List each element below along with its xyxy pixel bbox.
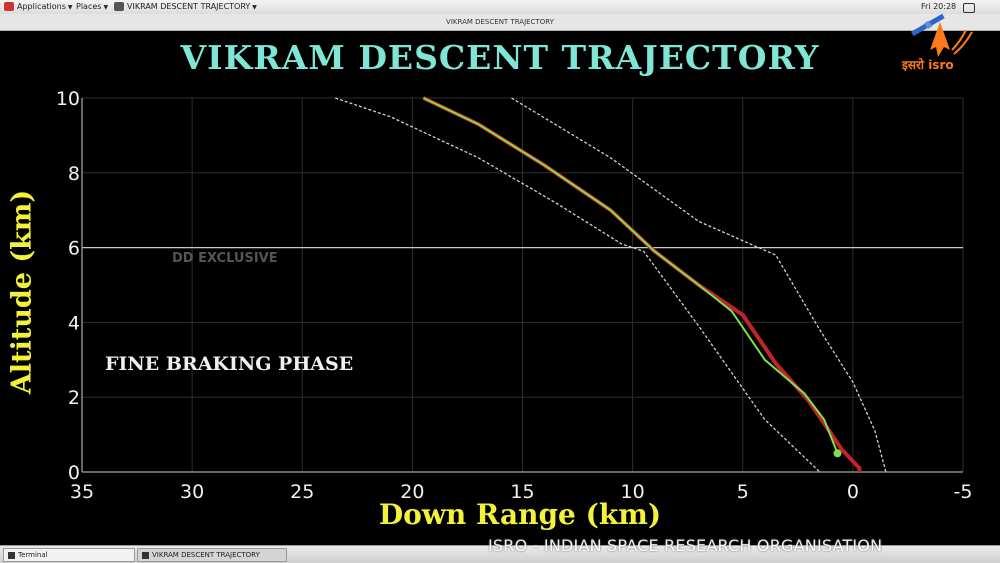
taskbar-item-trajectory[interactable]: VIKRAM DESCENT TRAJECTORY — [137, 548, 287, 562]
window-titlebar[interactable]: VIKRAM DESCENT TRAJECTORY — [0, 14, 1000, 31]
x-tick-label: 25 — [290, 481, 314, 503]
window-menu[interactable]: VIKRAM DESCENT TRAJECTORY ▼ — [127, 2, 257, 11]
x-tick-label: 30 — [180, 481, 204, 503]
y-tick-label: 8 — [68, 163, 80, 185]
x-tick-label: 35 — [70, 481, 94, 503]
isro-logo-text: इसरो isro — [902, 58, 954, 72]
isro-watermark: ISRO - INDIAN SPACE RESEARCH ORGANISATIO… — [488, 536, 883, 555]
terminal-icon — [8, 551, 15, 559]
planned-trajectory-line — [422, 96, 862, 472]
applications-icon[interactable] — [4, 2, 14, 11]
clock[interactable]: Fri 20:28 — [921, 2, 957, 11]
phase-annotation: FINE BRAKING PHASE — [105, 353, 354, 375]
taskbar-item-terminal[interactable]: Terminal — [3, 548, 135, 562]
boundary-line — [335, 97, 821, 473]
window-icon — [142, 551, 149, 559]
y-axis-label: Altitude (km) — [6, 189, 38, 395]
dd-exclusive-annotation: DD EXCLUSIVE — [172, 251, 278, 266]
taskbar: Terminal VIKRAM DESCENT TRAJECTORY — [0, 545, 1000, 563]
x-tick-label: 20 — [400, 481, 424, 503]
x-tick-label: 0 — [847, 481, 859, 503]
y-tick-label: 6 — [68, 238, 80, 260]
screen-icon[interactable] — [963, 3, 975, 13]
x-tick-label: -5 — [954, 481, 973, 503]
lander-position-marker — [833, 449, 842, 458]
boundary-line — [511, 97, 887, 473]
y-tick-label: 4 — [68, 312, 80, 334]
y-tick-label: 2 — [68, 387, 80, 409]
places-menu[interactable]: Places ▼ — [76, 2, 109, 11]
x-axis-label: Down Range (km) — [378, 498, 662, 531]
chart-title: VIKRAM DESCENT TRAJECTORY — [180, 38, 820, 77]
actual-trajectory-line — [422, 97, 839, 454]
isro-logo-icon — [911, 13, 973, 57]
y-tick-label: 10 — [56, 88, 80, 110]
y-tick-label: 0 — [68, 462, 80, 484]
window-icon — [114, 2, 124, 11]
x-tick-label: 5 — [737, 481, 749, 503]
x-tick-label: 10 — [621, 481, 645, 503]
applications-menu[interactable]: Applications ▼ — [17, 2, 73, 11]
x-tick-label: 15 — [510, 481, 534, 503]
window-title: VIKRAM DESCENT TRAJECTORY — [446, 18, 554, 26]
